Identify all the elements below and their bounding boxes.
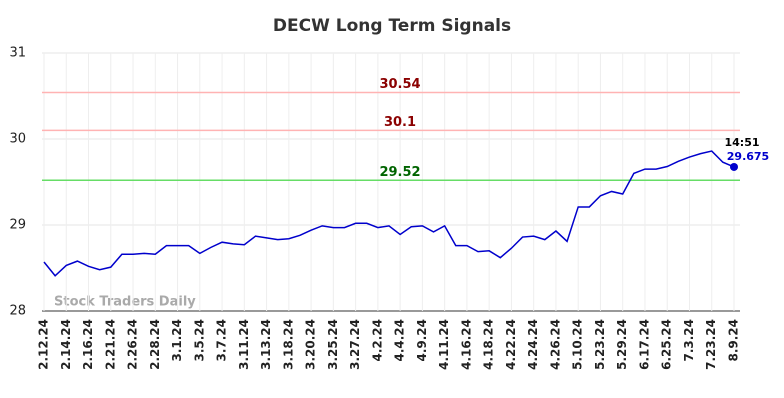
x-tick-label: 3.11.24 <box>237 319 251 370</box>
x-tick-label: 5.23.24 <box>593 319 607 370</box>
x-tick-label: 6.17.24 <box>637 319 651 370</box>
x-tick-label: 4.16.24 <box>459 319 473 370</box>
x-tick-label: 4.18.24 <box>482 319 496 370</box>
x-tick-label: 2.28.24 <box>148 319 162 370</box>
price-line <box>43 150 735 277</box>
x-tick-label: 2.26.24 <box>126 319 140 370</box>
reference-label: 30.54 <box>379 77 420 92</box>
x-tick-label: 3.1.24 <box>170 319 184 362</box>
x-tick-label: 2.14.24 <box>59 319 73 370</box>
x-tick-label: 5.29.24 <box>615 319 629 370</box>
watermark: Stock Traders Daily <box>54 295 196 310</box>
x-tick-label: 2.21.24 <box>103 319 117 370</box>
x-tick-label: 4.11.24 <box>437 319 451 370</box>
x-tick-label: 7.3.24 <box>682 319 696 362</box>
x-tick-label: 3.18.24 <box>281 319 295 370</box>
x-tick-label: 3.5.24 <box>192 319 206 362</box>
x-tick-label: 4.9.24 <box>415 319 429 362</box>
x-tick-label: 3.7.24 <box>215 319 229 362</box>
last-point <box>730 162 738 171</box>
x-tick-label: 4.2.24 <box>370 319 384 362</box>
x-tick-label: 3.20.24 <box>304 319 318 370</box>
last-time: 14:51 <box>724 136 759 149</box>
x-tick-label: 2.12.24 <box>37 319 51 370</box>
y-tick-label: 30 <box>9 132 26 147</box>
x-tick-label: 8.9.24 <box>727 319 741 362</box>
reference-label: 29.52 <box>379 165 420 180</box>
chart-title: DECW Long Term Signals <box>273 16 511 36</box>
last-value: 29.675 <box>727 150 769 163</box>
y-tick-label: 28 <box>9 304 26 319</box>
x-tick-label: 4.22.24 <box>504 319 518 370</box>
x-tick-label: 3.25.24 <box>326 319 340 370</box>
y-tick-label: 31 <box>9 46 26 61</box>
x-tick-label: 6.25.24 <box>660 319 674 370</box>
x-tick-label: 3.27.24 <box>348 319 362 370</box>
x-tick-label: 2.16.24 <box>81 319 95 370</box>
x-tick-label: 3.13.24 <box>259 319 273 370</box>
x-tick-label: 5.10.24 <box>571 319 585 370</box>
y-tick-label: 29 <box>9 218 26 233</box>
x-tick-label: 4.26.24 <box>548 319 562 370</box>
x-tick-label: 4.4.24 <box>393 319 407 362</box>
x-tick-label: 7.23.24 <box>704 319 718 370</box>
reference-label: 30.1 <box>384 115 416 130</box>
x-tick-label: 4.24.24 <box>526 319 540 370</box>
